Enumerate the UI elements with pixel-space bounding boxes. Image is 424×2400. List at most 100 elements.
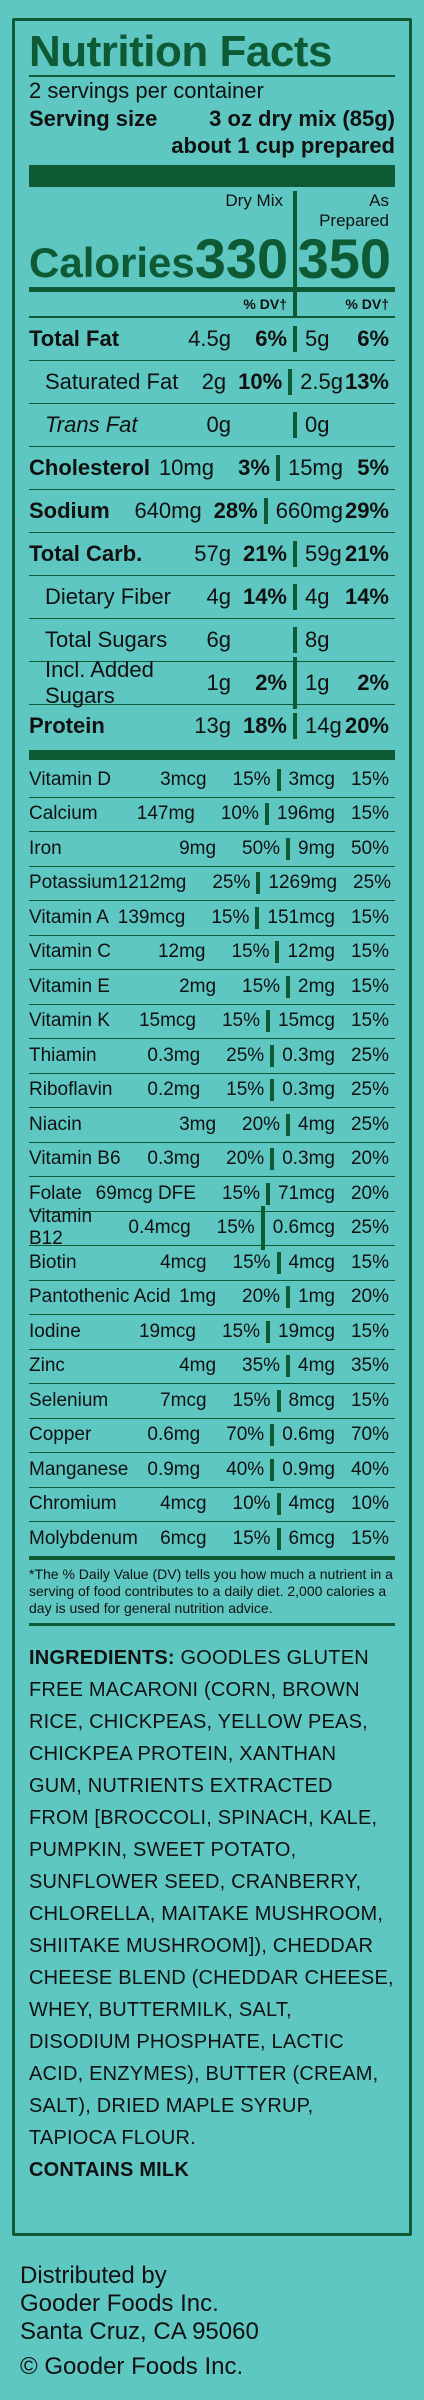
dv-header-row: % DV† % DV† — [29, 287, 395, 316]
prepared-dv: 35% — [350, 1355, 389, 1377]
dry-amount: 4g — [206, 584, 231, 609]
dry-amount: 3mg — [179, 1113, 217, 1135]
prepared-amount: 0.3mg — [282, 1044, 335, 1066]
prepared-dv: 13% — [344, 369, 389, 394]
thick-divider — [29, 165, 395, 187]
dry-amount: 10mg — [158, 455, 214, 480]
nutrient-name: Total Carb. — [29, 541, 143, 566]
prepared-dv: 15% — [350, 1320, 389, 1342]
prepared-amount: 0g — [305, 412, 330, 437]
prepared-amount: 14g — [305, 713, 342, 738]
nutrient-name: Trans Fat — [45, 412, 138, 437]
dry-dv: 15% — [242, 975, 281, 997]
dry-dv: 10% — [232, 1493, 271, 1515]
prepared-amount: 4mg — [298, 1355, 335, 1377]
col-prepared-header: As Prepared — [319, 191, 389, 230]
prepared-dv: 25% — [350, 1113, 389, 1135]
nutrient-name: Incl. Added Sugars — [45, 657, 154, 708]
dry-dv: 15% — [226, 1079, 265, 1101]
prepared-dv: 25% — [353, 872, 392, 894]
vitamin-row: Riboflavin 0.2mg 15% 0.3mg 25% — [29, 1072, 395, 1108]
prepared-dv: 15% — [350, 1251, 389, 1273]
nutrient-name: Saturated Fat — [45, 369, 179, 394]
nutrient-name: Potassium — [29, 872, 118, 894]
vitamin-row: Pantothenic Acid 1mg 20% 1mg 20% — [29, 1279, 395, 1315]
prepared-dv: 20% — [350, 1148, 389, 1170]
dry-dv: 2% — [255, 670, 287, 695]
prepared-dv: 15% — [350, 975, 389, 997]
nutrient-name: Folate — [29, 1182, 82, 1204]
prepared-dv: 15% — [350, 941, 389, 963]
dry-amount: 4mg — [179, 1355, 217, 1377]
vitamin-row: Calcium 147mg 10% 196mg 15% — [29, 796, 395, 832]
serving-size-prepared: about 1 cup prepared — [171, 133, 395, 158]
prepared-amount: 8mcg — [288, 1389, 335, 1411]
dry-amount: 1212mg — [117, 872, 187, 894]
nutrient-name: Dietary Fiber — [45, 584, 171, 609]
prepared-dv: 5% — [357, 455, 389, 480]
dry-amount: 57g — [194, 541, 231, 566]
nutrient-name: Zinc — [29, 1355, 65, 1377]
dry-amount: 0.3mg — [147, 1148, 201, 1170]
prepared-amount: 15mcg — [277, 1010, 335, 1032]
vitamin-row: Copper 0.6mg 70% 0.6mg 70% — [29, 1417, 395, 1453]
dry-amount: 0.3mg — [147, 1044, 201, 1066]
prepared-dv: 15% — [350, 768, 389, 790]
nutrient-name: Iron — [29, 837, 62, 859]
nutrient-name: Manganese — [29, 1458, 129, 1480]
dry-dv: 15% — [211, 906, 250, 928]
nutrient-name: Vitamin E — [29, 975, 110, 997]
dv-footnote: *The % Daily Value (DV) tells you how mu… — [29, 1555, 395, 1623]
prepared-dv: 29% — [344, 498, 389, 523]
ingredients-label: INGREDIENTS: — [29, 1646, 175, 1669]
prepared-amount: 71mcg — [277, 1182, 335, 1204]
vitamin-row: Vitamin B6 0.3mg 20% 0.3mg 20% — [29, 1141, 395, 1177]
dry-amount: 4mcg — [160, 1493, 207, 1515]
distributor-line3: Santa Cruz, CA 95060 — [20, 2318, 259, 2345]
prepared-dv: 6% — [357, 326, 389, 351]
vitamin-row: Iron 9mg 50% 9mg 50% — [29, 831, 395, 866]
dry-dv: 3% — [238, 455, 270, 480]
vitamin-row: Vitamin C 12mg 15% 12mg 15% — [29, 934, 395, 970]
prepared-amount: 4mcg — [288, 1493, 335, 1515]
dry-dv: 40% — [226, 1458, 265, 1480]
prepared-dv: 10% — [350, 1493, 389, 1515]
macro-row: Sodium 640mg 28% 660mg 29% — [29, 489, 395, 532]
prepared-amount: 1269mg — [268, 872, 338, 894]
macro-vitamin-divider — [29, 750, 395, 760]
nutrient-name: Pantothenic Acid — [29, 1286, 171, 1308]
prepared-amount: 0.6mg — [282, 1424, 335, 1446]
prepared-dv: 20% — [344, 713, 389, 738]
dry-dv: 20% — [242, 1113, 281, 1135]
prepared-dv: 25% — [350, 1044, 389, 1066]
serving-size-label: Serving size — [29, 106, 158, 131]
prepared-dv: 15% — [350, 803, 389, 825]
dry-dv: 15% — [232, 768, 271, 790]
dry-amount: 0.2mg — [147, 1079, 201, 1101]
nutrient-name: Vitamin B6 — [29, 1148, 121, 1170]
dry-dv: 10% — [238, 369, 283, 394]
vitamin-row: Vitamin E 2mg 15% 2mg 15% — [29, 969, 395, 1004]
macro-row: Incl. Added Sugars 1g 2% 1g 2% — [29, 657, 395, 709]
nutrient-name: Vitamin C — [29, 941, 112, 963]
nutrient-name: Niacin — [29, 1113, 82, 1135]
nutrient-name: Biotin — [29, 1251, 77, 1273]
dry-dv: 15% — [232, 1527, 271, 1549]
prepared-dv: 15% — [350, 906, 389, 928]
vitamin-row: Molybdenum 6mcg 15% 6mcg 15% — [29, 1521, 395, 1556]
nutrient-name: Selenium — [29, 1389, 109, 1411]
nutrient-name: Total Sugars — [45, 627, 168, 652]
calories-prepared: 350 — [297, 227, 391, 290]
servings-per-container: 2 servings per container — [29, 78, 264, 103]
vitamin-row: Manganese 0.9mg 40% 0.9mg 40% — [29, 1452, 395, 1487]
dry-dv: 25% — [226, 1044, 265, 1066]
macro-row: Total Fat 4.5g 6% 5g 6% — [29, 318, 395, 360]
dry-amount: 1mg — [179, 1286, 217, 1308]
dv-header-prepared: % DV† — [345, 296, 389, 312]
nutrient-name: Protein — [29, 713, 105, 738]
prepared-amount: 59g — [305, 541, 342, 566]
prepared-dv: 15% — [350, 1527, 389, 1549]
calories-row: Calories 330 350 — [29, 231, 395, 287]
nutrient-name: Calcium — [29, 803, 98, 825]
dry-dv: 14% — [242, 584, 287, 609]
